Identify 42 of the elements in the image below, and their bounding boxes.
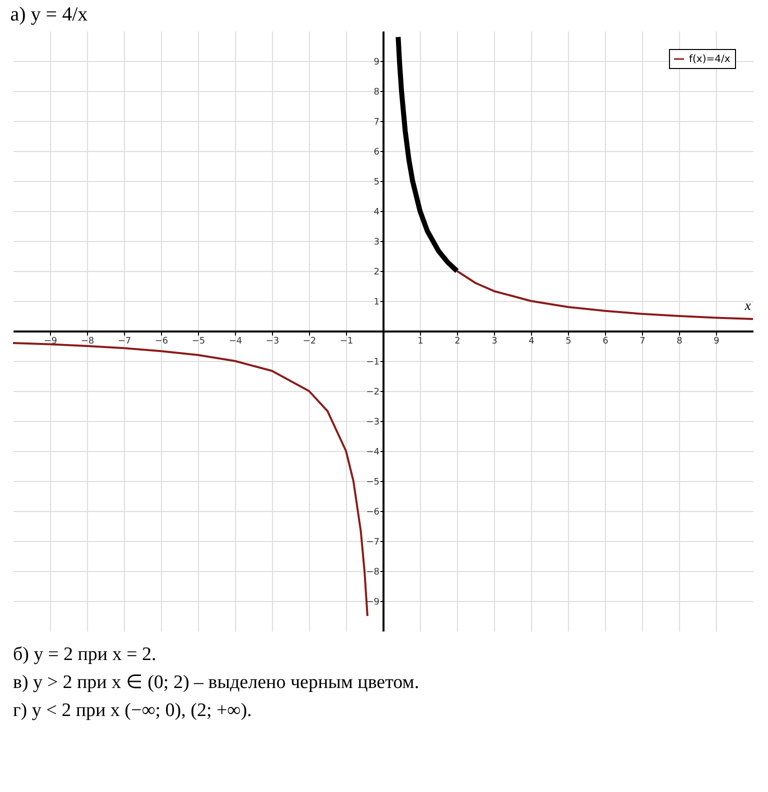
y-tick-label: 6 — [374, 148, 380, 158]
y-tick-label: 8 — [374, 88, 380, 98]
y-tick-label: −6 — [366, 508, 380, 518]
y-tick-label: 3 — [374, 238, 380, 248]
x-tick-label: 7 — [640, 336, 646, 346]
x-tick-label: 6 — [602, 336, 609, 346]
y-tick-label: 2 — [374, 268, 380, 278]
y-tick-label: 1 — [374, 298, 380, 308]
y-tick-label: −2 — [366, 388, 380, 398]
y-tick-label: −8 — [366, 568, 380, 578]
x-tick-label: 2 — [454, 336, 460, 346]
text: б) y = 2 при x = 2. — [13, 644, 156, 665]
x-tick-label: −6 — [154, 336, 168, 346]
chart-title: а) y = 4/x — [10, 3, 88, 26]
y-tick-label: 7 — [374, 118, 380, 128]
x-tick-label: −4 — [228, 336, 242, 346]
y-tick-label: −5 — [366, 478, 380, 488]
legend-label: f(x)=4/x — [689, 54, 730, 65]
x-tick-label: 9 — [714, 336, 720, 346]
x-tick-label: −8 — [80, 336, 94, 346]
y-tick-label: −4 — [366, 448, 380, 458]
x-tick-label: −3 — [266, 336, 280, 346]
x-axis-title: x — [744, 299, 752, 314]
x-tick-label: 1 — [418, 336, 424, 346]
y-tick-label: 9 — [374, 58, 380, 68]
y-tick-label: −9 — [366, 598, 380, 608]
text: в) y > 2 при x ∈ (0; 2) – выделено черным цветом. — [13, 672, 420, 693]
y-tick-label: 5 — [374, 178, 380, 188]
y-tick-label: −7 — [366, 538, 380, 548]
x-tick-label: 3 — [492, 336, 498, 346]
y-tick-label: −1 — [366, 358, 380, 368]
x-tick-label: −1 — [340, 336, 354, 346]
y-tick-label: −3 — [366, 418, 380, 428]
x-tick-label: −7 — [118, 336, 132, 346]
x-tick-label: 5 — [566, 336, 572, 346]
text: г) y < 2 при x (−∞; 0), (2; +∞). — [13, 700, 252, 721]
x-tick-label: 8 — [676, 336, 683, 346]
y-tick-label: 4 — [374, 208, 380, 218]
x-tick-label: −5 — [192, 336, 206, 346]
x-tick-label: 4 — [528, 336, 535, 346]
x-tick-label: −2 — [302, 336, 316, 346]
x-tick-label: −9 — [44, 336, 58, 346]
